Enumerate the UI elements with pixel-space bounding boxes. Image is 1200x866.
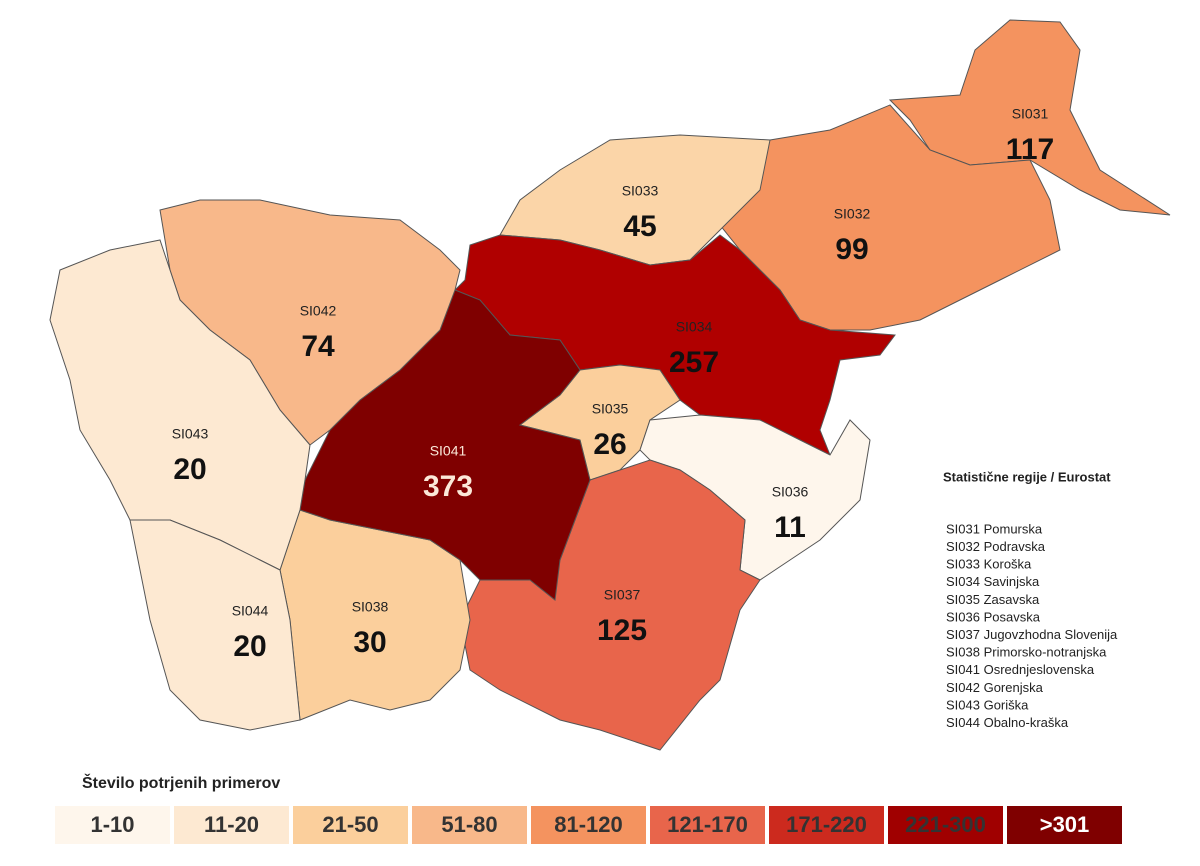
region-code: SI034	[676, 319, 713, 335]
region-code: SI044	[232, 603, 269, 619]
scale-bin	[888, 806, 1003, 844]
region-value: 45	[623, 210, 656, 243]
region-value: 20	[233, 630, 266, 663]
scale-label: 221-300	[905, 812, 986, 837]
scale-bin	[769, 806, 884, 844]
region-list-item: SI033 Koroška	[946, 557, 1032, 572]
scale-title: Število potrjenih primerov	[82, 773, 280, 792]
scale-label: 51-80	[441, 812, 497, 837]
region-code: SI043	[172, 426, 209, 442]
scale-label: 1-10	[90, 812, 134, 837]
region-code: SI033	[622, 183, 659, 199]
region-list: SI031 Pomurska SI032 Podravska SI033 Koroš…	[946, 521, 1118, 730]
region-list-item: SI044 Obalno-kraška	[946, 715, 1069, 730]
region-list-title: Statistične regije / Eurostat	[943, 469, 1111, 484]
scale-label: 11-20	[204, 812, 259, 837]
region-labels: SI031 117 SI032 99 SI033 45 SI034 257 SI035 2…	[172, 106, 1055, 663]
scale-label: 21-50	[322, 812, 378, 837]
scale-label: >301	[1040, 812, 1090, 837]
scale-bin	[1007, 806, 1122, 844]
scale-bin	[412, 806, 527, 844]
region-code: SI038	[352, 599, 389, 615]
region-code: SI031	[1012, 106, 1049, 122]
color-scale: 1-10 11-20 21-50 51-80 81-120 121-170 171-220 2…	[55, 806, 1122, 844]
region-list-item: SI034 Savinjska	[946, 574, 1040, 589]
region-value: 117	[1006, 133, 1054, 166]
region-code: SI035	[592, 401, 629, 417]
region-list-item: SI031 Pomurska	[946, 521, 1043, 536]
region-value: 74	[301, 330, 335, 363]
region-value: 11	[774, 511, 806, 544]
region-list-item: SI037 Jugovzhodna Slovenija	[946, 627, 1118, 642]
region-list-item: SI041 Osrednjeslovenska	[946, 662, 1095, 677]
region-list-item: SI042 Gorenjska	[946, 680, 1044, 695]
region	[129, 519, 301, 731]
scale-bin	[650, 806, 765, 844]
regions	[49, 19, 1171, 751]
scale-label: 81-120	[554, 812, 623, 837]
scale-label: 171-220	[786, 812, 867, 837]
region-list-item: SI032 Podravska	[946, 539, 1046, 554]
scale-bin	[174, 806, 289, 844]
region-code: SI041	[430, 443, 467, 459]
region-list-item: SI036 Posavska	[946, 609, 1041, 624]
region-value: 20	[173, 453, 206, 486]
region	[719, 104, 1061, 331]
region-code: SI037	[604, 587, 641, 603]
region-value: 125	[597, 614, 647, 647]
region-code: SI036	[772, 484, 809, 500]
region-value: 99	[835, 233, 868, 266]
scale-bin	[293, 806, 408, 844]
region-value: 257	[669, 346, 719, 379]
region-value: 30	[353, 626, 386, 659]
scale-bin	[55, 806, 170, 844]
region-code: SI032	[834, 206, 871, 222]
region-value: 26	[593, 428, 626, 461]
region	[49, 239, 311, 571]
region-value: 373	[423, 470, 473, 503]
region-code: SI042	[300, 303, 337, 319]
region-list-item: SI035 Zasavska	[946, 592, 1040, 607]
scale-bin	[531, 806, 646, 844]
region-list-item: SI038 Primorsko-notranjska	[946, 645, 1107, 660]
region-list-item: SI043 Goriška	[946, 697, 1029, 712]
scale-label: 121-170	[667, 812, 748, 837]
